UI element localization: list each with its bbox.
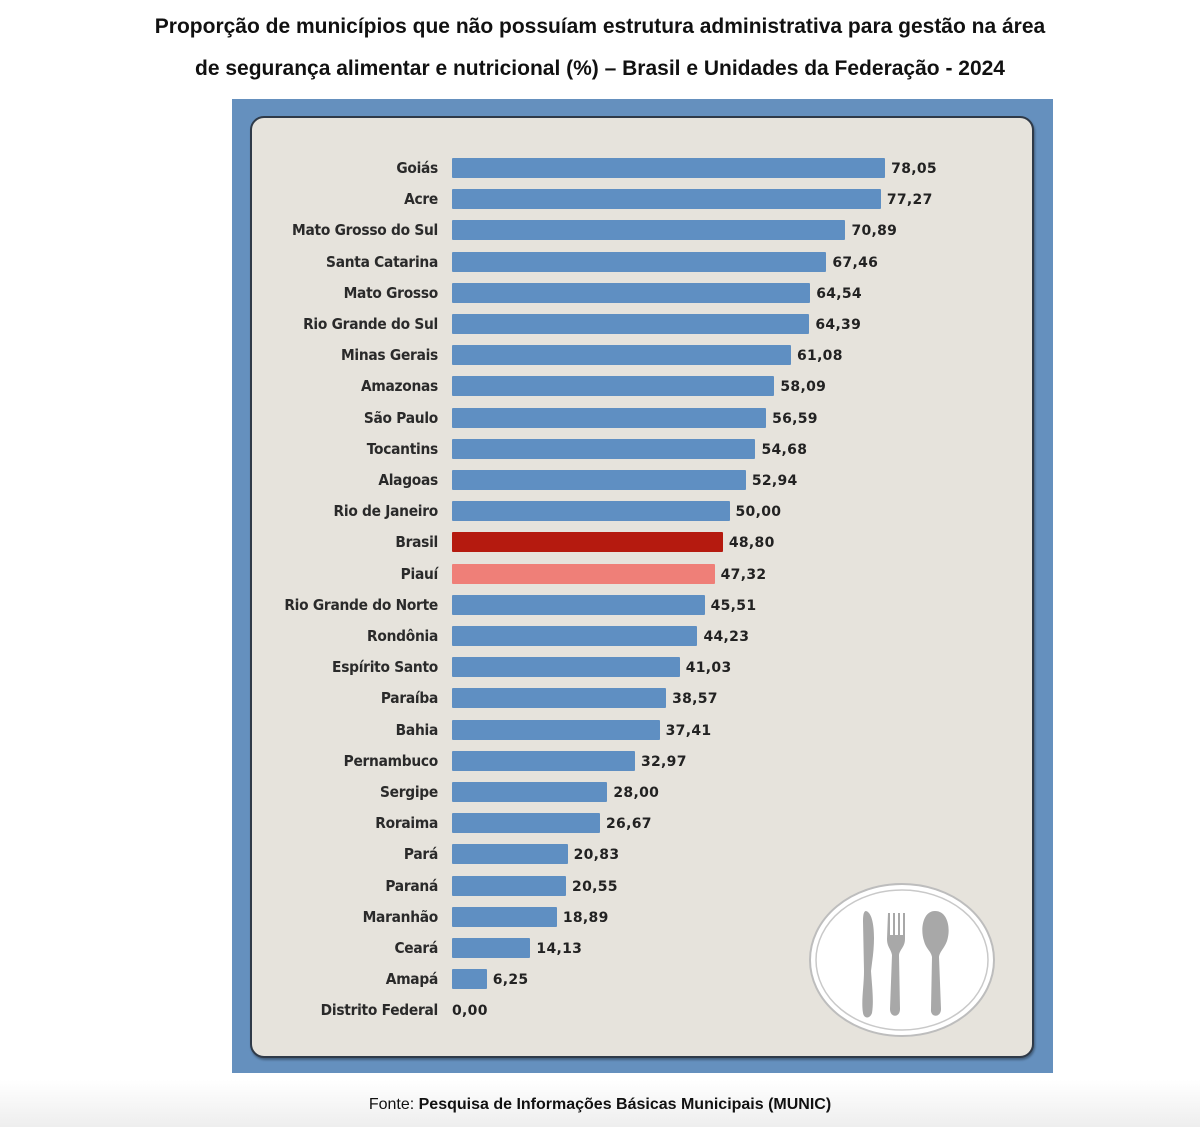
bar-goias bbox=[452, 158, 886, 178]
bar-rio-grande-do-sul bbox=[452, 314, 810, 334]
bar-acre bbox=[452, 189, 881, 210]
bar-tocantins bbox=[452, 438, 756, 459]
value-label: 41,03 bbox=[685, 660, 732, 677]
category-label: Paraná bbox=[385, 876, 438, 895]
bar-parana bbox=[452, 875, 567, 896]
value-label: 20,83 bbox=[573, 847, 620, 864]
plate-cutlery-icon bbox=[809, 883, 995, 1037]
category-label: Tocantins bbox=[366, 439, 439, 458]
bar-rio-grande-do-norte bbox=[452, 594, 705, 615]
category-label: São Paulo bbox=[363, 408, 438, 427]
category-label: Pernambuco bbox=[343, 751, 439, 770]
category-label: Roraima bbox=[375, 814, 438, 833]
source-note: Fonte: Pesquisa de Informações Básicas M… bbox=[0, 1096, 1200, 1114]
value-label: 61,08 bbox=[796, 348, 843, 365]
category-label: Minas Gerais bbox=[340, 346, 438, 365]
chart-title: Proporção de municípios que não possuíam… bbox=[0, 6, 1200, 90]
bar-paraiba bbox=[452, 688, 667, 709]
value-label: 20,55 bbox=[572, 878, 618, 895]
value-label: 47,32 bbox=[720, 566, 767, 583]
source-label: Fonte: bbox=[368, 1096, 415, 1113]
value-label: 56,59 bbox=[772, 410, 818, 427]
category-label: Paraíba bbox=[380, 689, 438, 708]
bar-piaui bbox=[452, 563, 715, 584]
category-label: Mato Grosso bbox=[343, 283, 439, 302]
category-label: Piauí bbox=[400, 564, 439, 583]
footer-bar bbox=[0, 1080, 1200, 1127]
bar-maranhao bbox=[452, 906, 557, 927]
value-label: 78,05 bbox=[891, 161, 937, 177]
category-label: Rondônia bbox=[367, 627, 438, 645]
category-label: Santa Catarina bbox=[326, 252, 438, 271]
bar-sao-paulo bbox=[452, 407, 767, 428]
category-label: Rio Grande do Norte bbox=[284, 595, 438, 614]
value-label: 38,57 bbox=[672, 691, 718, 708]
bar-mato-grosso-do-sul bbox=[452, 220, 846, 241]
bar-rio-de-janeiro bbox=[452, 501, 730, 522]
category-label: Maranhão bbox=[362, 907, 439, 926]
category-label: Pará bbox=[403, 845, 438, 864]
bar-minas-gerais bbox=[452, 345, 791, 366]
value-label: 14,13 bbox=[536, 941, 583, 957]
value-label: 67,46 bbox=[832, 254, 879, 271]
bar-alagoas bbox=[452, 470, 746, 490]
value-label: 0,00 bbox=[452, 1003, 488, 1020]
value-label: 52,94 bbox=[751, 473, 798, 489]
bar-rondonia bbox=[452, 626, 698, 646]
value-label: 48,80 bbox=[728, 535, 775, 552]
value-label: 18,89 bbox=[562, 909, 609, 926]
bar-bahia bbox=[452, 719, 660, 740]
bar-amapa bbox=[452, 969, 487, 990]
bar-mato-grosso bbox=[452, 282, 811, 303]
bar-espirito-santo bbox=[452, 657, 680, 678]
category-label: Mato Grosso do Sul bbox=[292, 221, 438, 240]
value-label: 26,67 bbox=[606, 816, 652, 833]
value-label: 70,89 bbox=[851, 223, 898, 240]
value-label: 50,00 bbox=[735, 504, 782, 521]
category-label: Acre bbox=[404, 190, 438, 209]
category-label: Sergipe bbox=[379, 783, 438, 801]
value-label: 58,09 bbox=[780, 379, 827, 396]
bar-santa-catarina bbox=[452, 251, 827, 272]
bar-ceara bbox=[452, 938, 531, 958]
bar-amazonas bbox=[452, 376, 775, 397]
category-label: Amazonas bbox=[360, 377, 438, 396]
category-label: Rio de Janeiro bbox=[333, 502, 439, 521]
chart-title-line-2: de segurança alimentar e nutricional (%)… bbox=[195, 57, 1005, 80]
bar-sergipe bbox=[452, 782, 608, 802]
category-label: Rio Grande do Sul bbox=[303, 315, 438, 333]
value-label: 77,27 bbox=[886, 192, 933, 209]
chart-title-line-1: Proporção de municípios que não possuíam… bbox=[154, 15, 1046, 38]
value-label: 28,00 bbox=[613, 785, 660, 801]
category-label: Amapá bbox=[385, 970, 438, 989]
bar-roraima bbox=[452, 813, 601, 834]
bar-brasil bbox=[452, 532, 723, 553]
bar-pernambuco bbox=[452, 750, 635, 771]
value-label: 54,68 bbox=[761, 441, 808, 458]
category-label: Alagoas bbox=[378, 471, 438, 489]
category-label: Goiás bbox=[396, 159, 438, 177]
value-label: 37,41 bbox=[665, 722, 712, 739]
value-label: 32,97 bbox=[640, 753, 687, 770]
value-label: 64,39 bbox=[815, 317, 862, 333]
source-text: Pesquisa de Informações Básicas Municipa… bbox=[418, 1096, 832, 1113]
category-label: Espírito Santo bbox=[332, 658, 438, 677]
value-label: 6,25 bbox=[492, 972, 529, 989]
value-label: 44,23 bbox=[703, 629, 750, 645]
value-label: 45,51 bbox=[710, 597, 757, 614]
value-label: 64,54 bbox=[816, 285, 862, 302]
category-label: Ceará bbox=[394, 939, 438, 957]
category-label: Distrito Federal bbox=[320, 1001, 439, 1020]
bar-para bbox=[452, 844, 568, 865]
category-label: Brasil bbox=[395, 533, 438, 552]
category-label: Bahia bbox=[395, 720, 439, 739]
